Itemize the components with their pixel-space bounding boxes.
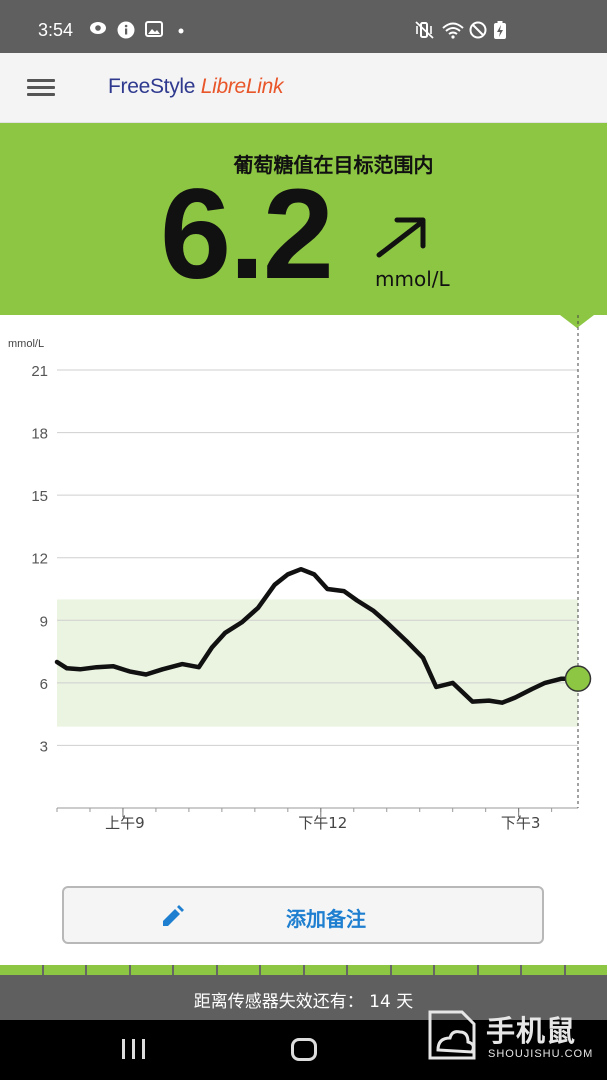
sensor-segment [0,965,42,975]
sensor-segment [43,965,85,975]
x-tick-label: 下午3 [501,814,541,832]
y-tick-label: 3 [40,738,48,755]
y-tick-label: 12 [31,551,48,568]
glucose-status-title: 葡萄糖值在目标范围内 [233,153,434,177]
sensor-segment [87,965,129,975]
sensor-segment [435,965,477,975]
menu-button[interactable] [22,73,62,103]
sensor-segment [304,965,346,975]
sensor-segment [261,965,303,975]
sensor-segment [478,965,520,975]
wifi-icon [442,22,464,39]
y-tick-label: 18 [31,426,48,443]
sensor-segment [565,965,607,975]
glucose-chart[interactable]: mmol/L 3 6 9 12 15 18 21 上午9 下午12 下午3 [0,315,607,855]
do-not-disturb-icon [469,21,487,39]
home-button[interactable] [291,1038,317,1061]
sensor-segment [217,965,259,975]
notification-dot-icon [178,28,184,34]
add-note-label: 添加备注 [286,907,366,931]
chart-plot[interactable]: 3 6 9 12 15 18 21 上午9 下午12 下午3 [0,315,607,855]
y-tick-label: 21 [31,363,48,380]
watermark-logo-icon [428,1010,476,1060]
pencil-icon [163,905,184,926]
status-bar: 3:54 [0,0,607,53]
recents-button[interactable] [121,1039,147,1059]
app-bar: FreeStyle LibreLink [0,53,607,123]
sensor-segment [130,965,172,975]
y-tick-label: 15 [31,488,48,505]
sensor-life-segments [0,965,607,975]
y-tick-label: 6 [40,676,48,693]
watermark-subtitle: SHOUJISHU.COM [488,1048,594,1060]
mute-vibrate-icon [415,21,434,39]
y-tick-label: 9 [40,613,48,630]
watermark: 手机鼠 SHOUJISHU.COM [422,1008,607,1066]
chart-y-unit: mmol/L [8,338,45,350]
banner-pointer [560,315,594,328]
image-icon [145,21,163,37]
sensor-remaining-text: 距离传感器失效还有： 14 天 [193,992,414,1012]
x-tick-label: 上午9 [105,814,145,832]
target-range-band [57,599,578,727]
eye-comfort-icon [90,22,106,34]
sensor-status-bar: 距离传感器失效还有： 14 天 [0,975,607,1020]
system-nav-bar [0,1020,607,1080]
sensor-segment [174,965,216,975]
logo-freestyle: FreeStyle [108,75,201,98]
sensor-segment [522,965,564,975]
app-logo: FreeStyle LibreLink [108,74,284,99]
glucose-reading: 6.2 [160,163,334,306]
glucose-trace-line [54,566,581,705]
status-time: 3:54 [38,20,74,40]
battery-charging-icon [494,21,506,39]
add-note-button[interactable]: 添加备注 [62,886,544,944]
current-reading-point [564,665,592,692]
glucose-unit: mmol/L [375,267,450,291]
x-tick-label: 下午12 [298,814,347,832]
sensor-segment [391,965,433,975]
logo-librelink: LibreLink [200,75,284,98]
info-icon [117,21,135,39]
sensor-segment [348,965,390,975]
glucose-banner: 葡萄糖值在目标范围内 6.2 mmol/L [0,123,607,315]
watermark-title: 手机鼠 [486,1014,577,1048]
trend-arrow-up-right-icon [376,217,426,258]
